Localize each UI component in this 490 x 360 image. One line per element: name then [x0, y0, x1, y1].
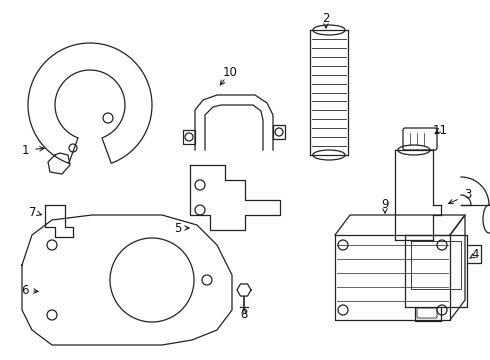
Text: 6: 6	[21, 284, 29, 297]
Text: 3: 3	[465, 189, 472, 202]
Text: 4: 4	[471, 248, 479, 261]
Text: 7: 7	[29, 206, 37, 219]
Text: 8: 8	[240, 309, 247, 321]
Text: 1: 1	[21, 144, 29, 157]
Text: 2: 2	[322, 12, 330, 24]
Text: 5: 5	[174, 221, 182, 234]
Text: 10: 10	[222, 66, 238, 78]
Bar	[273, 125, 285, 139]
Text: 9: 9	[381, 198, 389, 211]
Text: 11: 11	[433, 123, 447, 136]
Bar	[183, 130, 195, 144]
